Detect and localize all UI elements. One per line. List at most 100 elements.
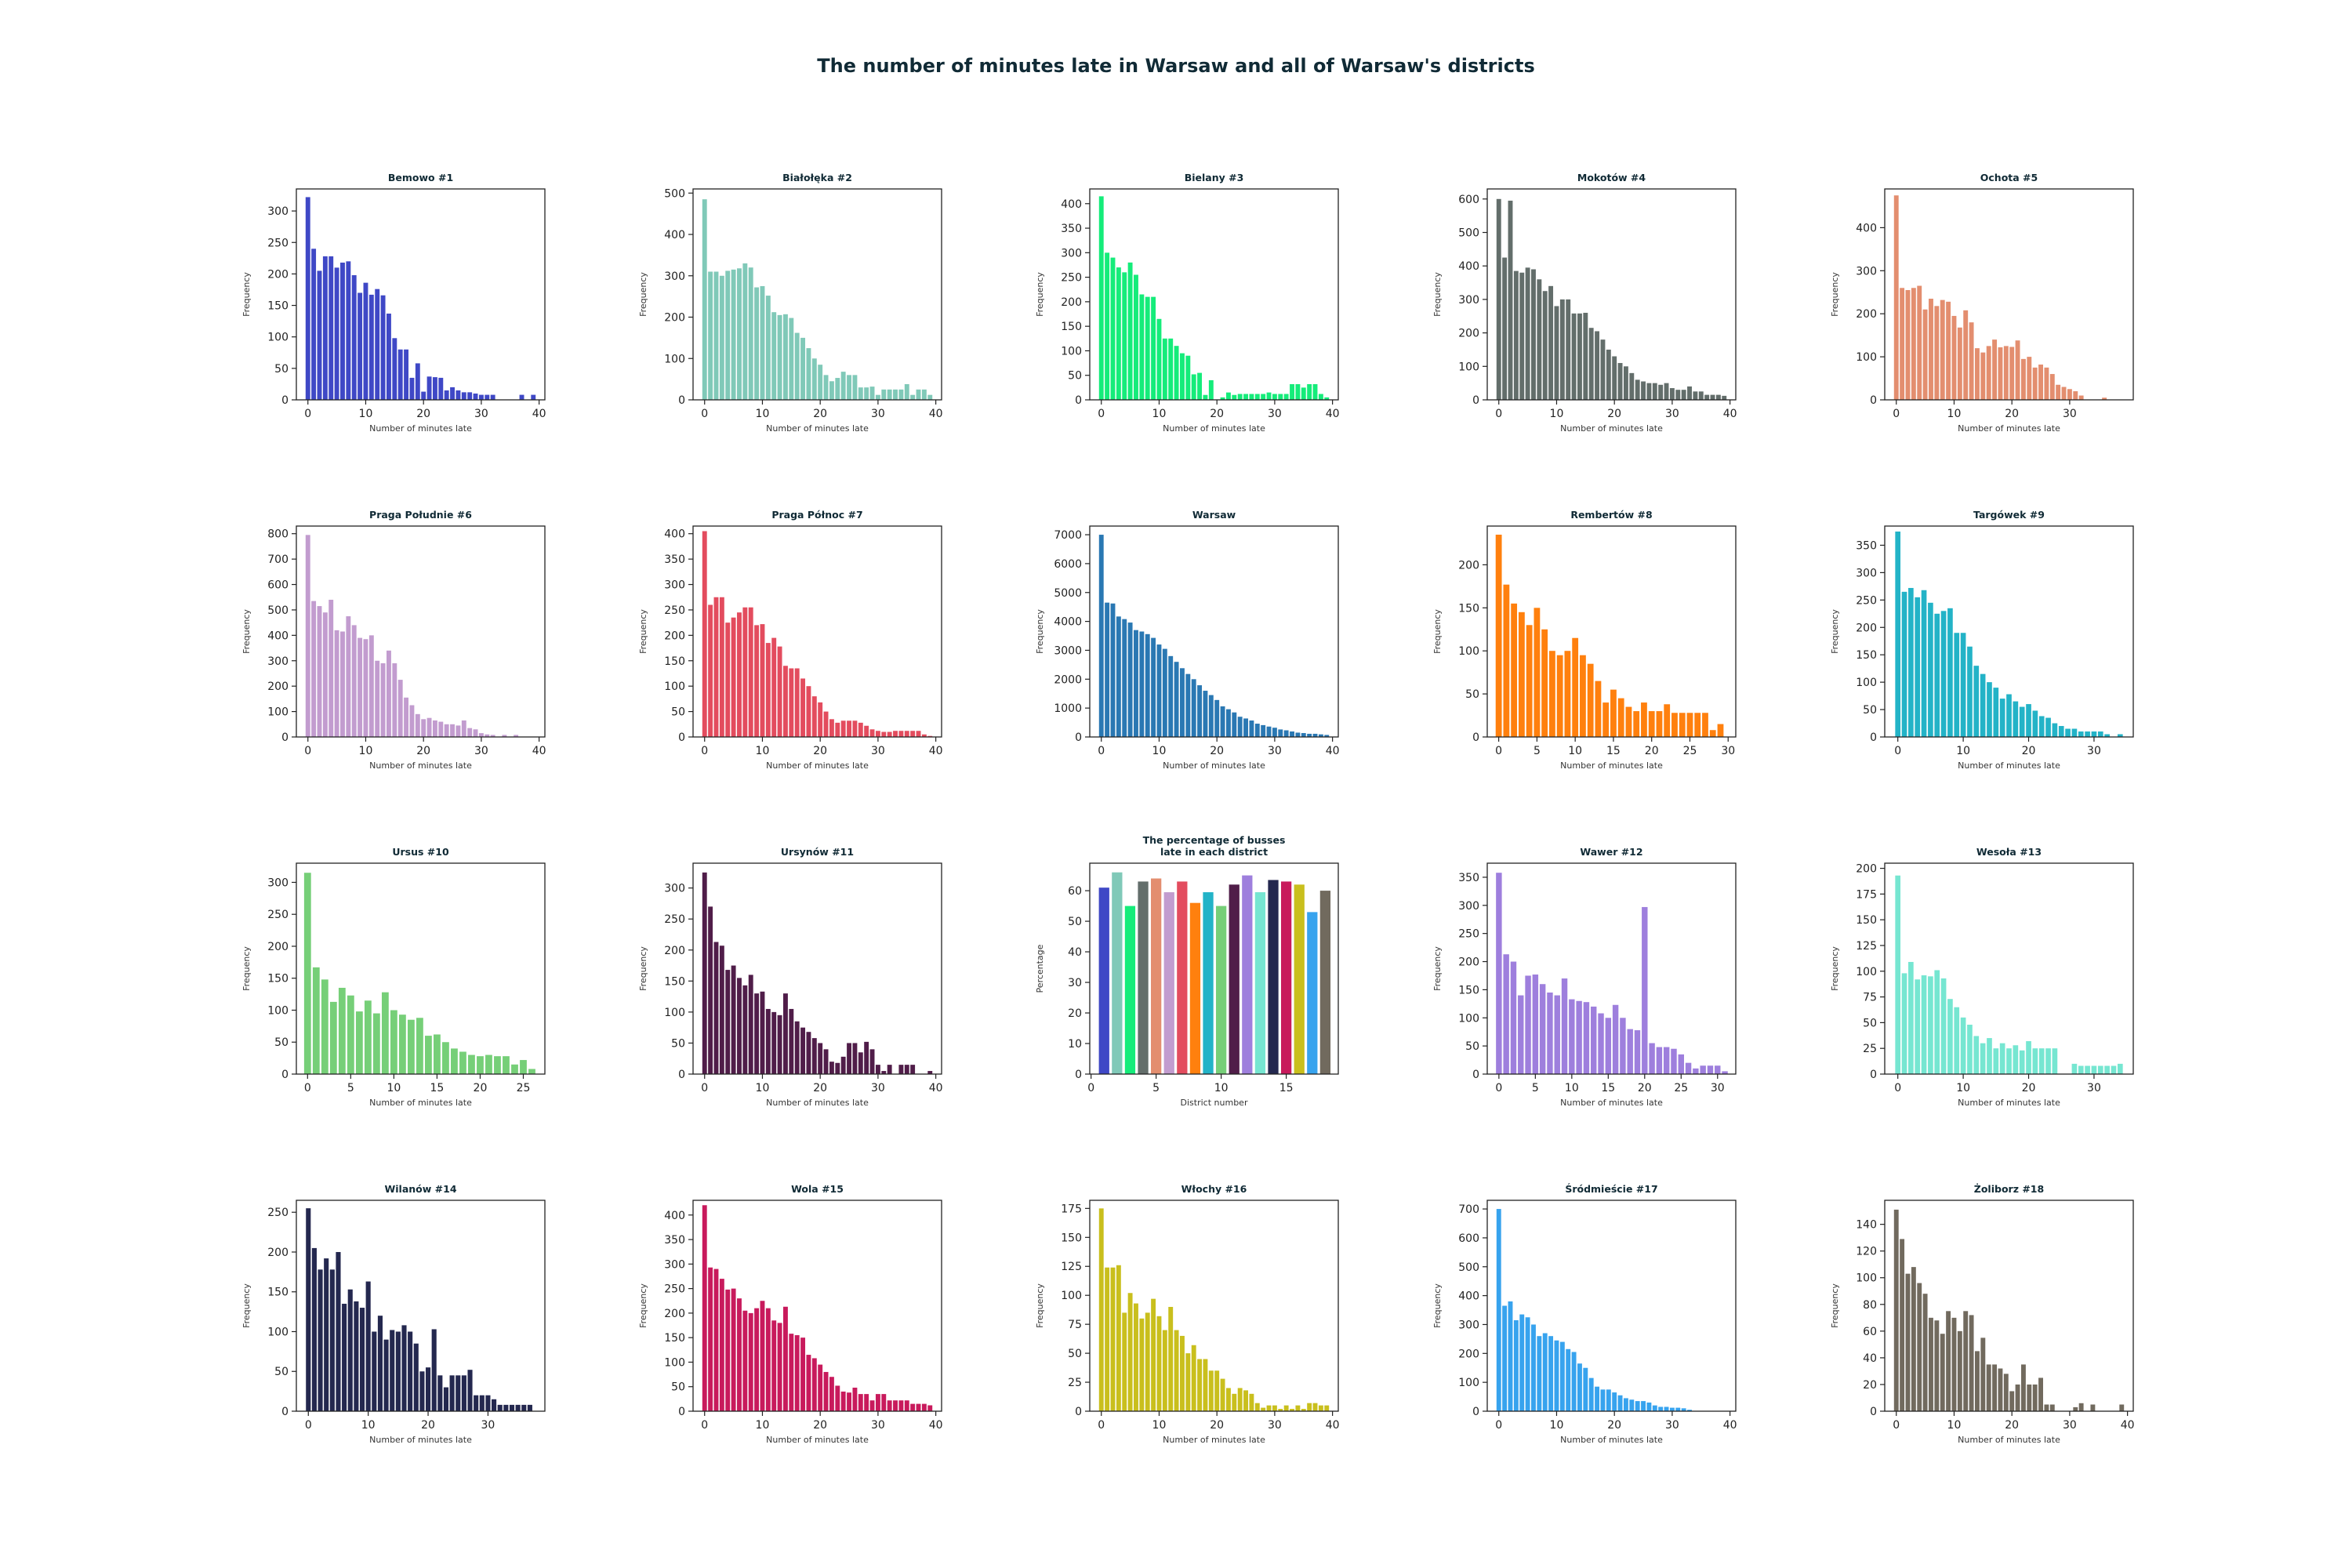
x-tick-label: 30 — [2063, 408, 2077, 420]
y-tick-label: 250 — [267, 909, 289, 921]
x-axis-label: Number of minutes late — [766, 1098, 869, 1108]
y-axis-label: Frequency — [1035, 272, 1045, 317]
bar — [869, 387, 875, 400]
bar — [708, 906, 713, 1074]
y-tick-label: 80 — [1863, 1299, 1877, 1312]
bar — [1564, 651, 1571, 737]
bar — [1895, 875, 1901, 1074]
x-tick-label: 20 — [1210, 1419, 1224, 1432]
bar — [904, 731, 909, 737]
bar — [2085, 731, 2090, 737]
axes-frame — [692, 862, 942, 1075]
bar — [1283, 394, 1289, 400]
bar — [444, 390, 449, 400]
y-tick-label: 0 — [1870, 1069, 1877, 1081]
bar — [1669, 388, 1675, 400]
y-tick-label: 0 — [1472, 1406, 1479, 1418]
bar — [461, 392, 466, 400]
bar — [765, 296, 771, 400]
y-tick-label: 120 — [1856, 1246, 1877, 1258]
bar — [858, 1052, 863, 1074]
bar — [426, 717, 432, 737]
bar — [1681, 390, 1686, 400]
y-tick-label: 125 — [1856, 940, 1877, 953]
bar — [748, 975, 753, 1074]
y-tick-label: 175 — [1856, 888, 1877, 901]
y-tick-label: 100 — [1061, 345, 1082, 358]
bar — [1681, 1408, 1686, 1411]
bar — [1174, 346, 1179, 400]
x-tick-label: 30 — [2087, 745, 2101, 757]
bar — [438, 721, 444, 737]
bar — [1283, 1405, 1289, 1411]
y-axis-label: Frequency — [1432, 272, 1443, 317]
x-tick-label: 20 — [474, 1082, 488, 1094]
bar — [713, 1269, 719, 1411]
bar — [1127, 622, 1133, 737]
subplot-title: Mokotów #4 — [1577, 172, 1646, 183]
bar — [771, 1320, 777, 1411]
bar — [806, 1032, 811, 1074]
bar — [754, 1308, 760, 1411]
bar — [1569, 999, 1575, 1074]
bar — [1646, 383, 1652, 400]
bar — [2073, 391, 2078, 400]
bar — [1261, 394, 1266, 400]
bar — [847, 1043, 851, 1074]
bar — [783, 314, 788, 400]
bar — [1715, 1065, 1721, 1074]
bar — [398, 1014, 406, 1074]
bar — [329, 1001, 337, 1074]
bar — [528, 1069, 535, 1074]
axes-frame — [1486, 1200, 1737, 1412]
x-tick-label: 20 — [1607, 1419, 1621, 1432]
x-tick-label: 10 — [756, 745, 770, 757]
bar — [1700, 1065, 1706, 1074]
y-axis-label: Frequency — [638, 1283, 648, 1328]
bar — [1641, 1401, 1646, 1411]
bar — [708, 604, 713, 737]
bar — [1261, 1407, 1266, 1411]
axes-frame — [1089, 862, 1339, 1075]
bar — [858, 722, 863, 737]
bar — [2049, 1404, 2055, 1411]
bar — [823, 375, 829, 400]
bar — [835, 1062, 840, 1074]
bar — [1208, 379, 1214, 400]
bar — [1934, 306, 1940, 400]
bar — [1947, 999, 1953, 1074]
y-tick-label: 100 — [1458, 361, 1479, 373]
y-axis-label: Frequency — [1830, 609, 1840, 654]
bar — [450, 387, 455, 400]
bar — [2078, 395, 2084, 400]
bar — [1272, 728, 1277, 737]
bar — [748, 267, 753, 400]
bar — [760, 285, 765, 400]
bar — [521, 1404, 527, 1411]
subplot-title: The percentage of busses — [1143, 834, 1286, 846]
bar — [777, 1014, 782, 1074]
bar — [372, 1331, 377, 1411]
bar — [2013, 1045, 2019, 1074]
y-tick-label: 100 — [1856, 1272, 1877, 1285]
bar — [1145, 296, 1150, 400]
x-tick-label: 20 — [2005, 1419, 2019, 1432]
bar — [1203, 1359, 1208, 1411]
bar — [777, 646, 782, 737]
bar — [760, 991, 765, 1074]
x-tick-label: 20 — [416, 408, 430, 420]
bar — [783, 1306, 788, 1411]
bar — [1998, 1368, 2003, 1411]
y-axis-label: Frequency — [638, 946, 648, 991]
bar — [1510, 961, 1517, 1074]
bar — [1921, 975, 1927, 1074]
bar — [334, 267, 339, 400]
bar — [852, 720, 858, 737]
subplot-15: 0 10 20 30 0 25 50 75 100 125 150 175 200 Wesoła #13 N… — [1830, 846, 2134, 1108]
y-tick-label: 0 — [1472, 1069, 1479, 1081]
bar — [1915, 979, 1921, 1074]
bar — [898, 1400, 904, 1411]
bar — [2006, 1048, 2012, 1074]
x-tick-label: 20 — [813, 745, 827, 757]
bar — [2003, 1374, 2009, 1411]
